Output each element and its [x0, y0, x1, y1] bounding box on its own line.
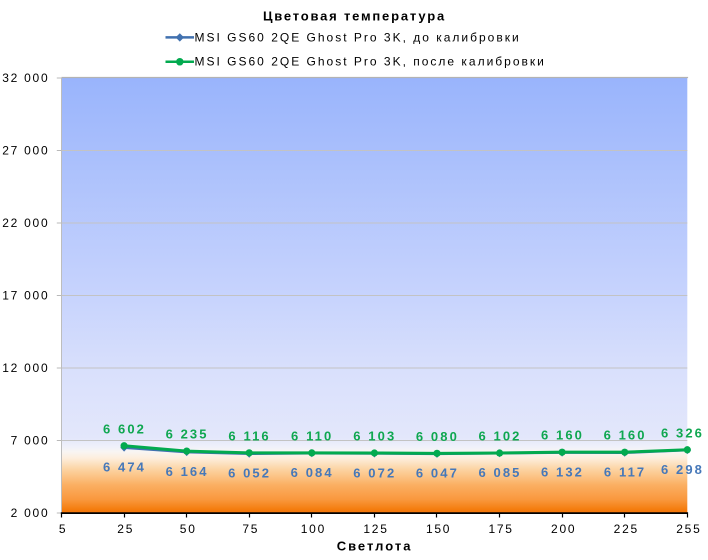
svg-text:6 103: 6 103: [353, 429, 396, 444]
svg-text:6 080: 6 080: [416, 429, 459, 444]
svg-text:Светлота: Светлота: [337, 539, 413, 554]
svg-text:6 474: 6 474: [103, 459, 146, 474]
svg-text:6 052: 6 052: [228, 466, 271, 481]
svg-text:12 000: 12 000: [2, 361, 49, 375]
svg-text:2 000: 2 000: [11, 506, 50, 520]
svg-text:25: 25: [117, 522, 134, 536]
svg-text:100: 100: [301, 522, 326, 536]
svg-text:50: 50: [180, 522, 197, 536]
svg-text:6 235: 6 235: [166, 427, 209, 442]
svg-text:6 117: 6 117: [604, 465, 646, 480]
svg-text:MSI GS60 2QE Ghost Pro 3K, пос: MSI GS60 2QE Ghost Pro 3K, после калибро…: [195, 55, 546, 69]
svg-text:7 000: 7 000: [11, 433, 50, 447]
svg-text:175: 175: [488, 522, 513, 536]
svg-text:6 160: 6 160: [604, 428, 647, 443]
svg-text:125: 125: [363, 522, 388, 536]
svg-text:6 102: 6 102: [478, 429, 521, 444]
svg-text:MSI GS60 2QE Ghost Pro 3K, до: MSI GS60 2QE Ghost Pro 3K, до калибровки: [195, 30, 521, 44]
svg-text:6 116: 6 116: [228, 428, 270, 443]
svg-text:6 160: 6 160: [541, 428, 584, 443]
svg-text:255: 255: [676, 522, 701, 536]
svg-text:5: 5: [59, 522, 67, 536]
svg-text:6 298: 6 298: [661, 462, 704, 477]
svg-text:22 000: 22 000: [2, 216, 49, 230]
svg-text:Цветовая температура: Цветовая температура: [263, 9, 446, 24]
svg-text:17 000: 17 000: [2, 288, 49, 302]
svg-text:6 084: 6 084: [291, 465, 334, 480]
svg-text:6 326: 6 326: [661, 425, 704, 440]
svg-text:6 164: 6 164: [166, 464, 209, 479]
svg-text:6 072: 6 072: [353, 465, 396, 480]
svg-text:200: 200: [551, 522, 576, 536]
svg-text:6 110: 6 110: [291, 428, 333, 443]
svg-text:6 132: 6 132: [541, 464, 584, 479]
svg-text:6 602: 6 602: [103, 421, 146, 436]
svg-text:6 047: 6 047: [416, 466, 459, 481]
svg-text:32 000: 32 000: [2, 71, 49, 85]
svg-text:150: 150: [426, 522, 451, 536]
svg-text:27 000: 27 000: [2, 143, 49, 157]
svg-text:6 085: 6 085: [478, 465, 521, 480]
svg-text:75: 75: [242, 522, 259, 536]
svg-text:225: 225: [614, 522, 639, 536]
